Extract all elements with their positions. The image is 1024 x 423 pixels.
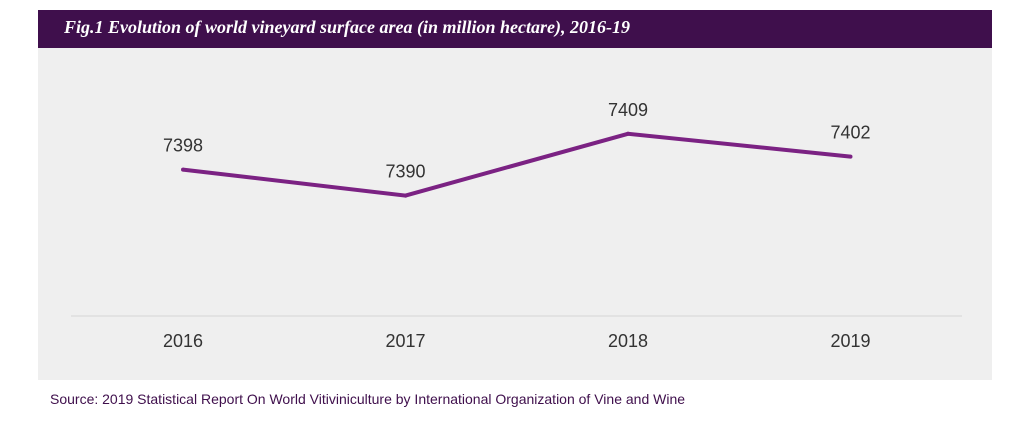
data-point — [848, 154, 853, 159]
data-point — [403, 193, 408, 198]
data-label: 7402 — [830, 123, 870, 143]
data-point — [181, 167, 185, 172]
data-label: 7390 — [385, 162, 425, 182]
x-tick-label: 2019 — [830, 331, 870, 351]
source-note: Source: 2019 Statistical Report On World… — [50, 391, 686, 407]
x-tick-label: 2017 — [385, 331, 425, 351]
data-label: 7409 — [608, 100, 648, 120]
series-line — [182, 131, 851, 198]
chart-title: Fig.1 Evolution of world vineyard surfac… — [64, 17, 630, 37]
chart-panel: 7398 7390 7409 7402 2016 2017 2018 2019 — [38, 48, 992, 380]
x-tick-label: 2018 — [608, 331, 648, 351]
x-tick-label: 2016 — [163, 331, 203, 351]
line-chart: 7398 7390 7409 7402 2016 2017 2018 2019 — [71, 100, 962, 351]
data-point — [626, 131, 630, 136]
chart-title-bar: Fig.1 Evolution of world vineyard surfac… — [38, 10, 992, 48]
data-label: 7398 — [163, 136, 203, 156]
